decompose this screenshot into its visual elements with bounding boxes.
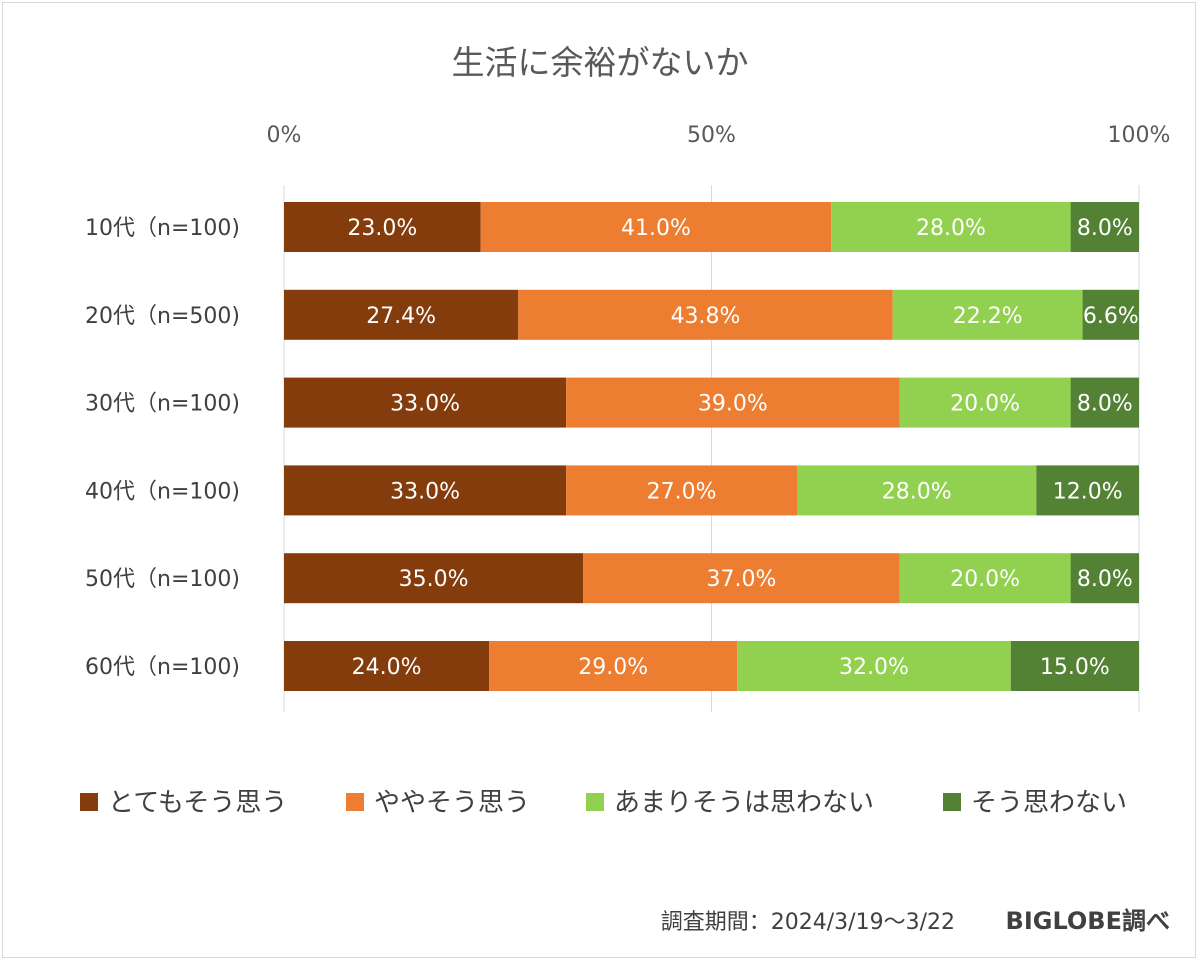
category-label: 60代（n=100) bbox=[85, 655, 240, 680]
data-label: 28.0% bbox=[916, 216, 986, 241]
legend-label: ややそう思う bbox=[374, 788, 530, 818]
bar-segment bbox=[1082, 289, 1139, 340]
data-label: 28.0% bbox=[882, 479, 952, 504]
bar-segment bbox=[1070, 377, 1139, 428]
source-credit: BIGLOBE調べ bbox=[1006, 907, 1170, 935]
data-label: 8.0% bbox=[1077, 392, 1133, 417]
bar-segment bbox=[284, 553, 584, 604]
legend-swatch bbox=[80, 793, 98, 811]
bar-segment bbox=[831, 202, 1071, 252]
category-label: 40代（n=100) bbox=[85, 479, 240, 504]
data-label: 27.0% bbox=[647, 479, 717, 504]
survey-period: 調査期間：2024/3/19～3/22 bbox=[661, 910, 955, 935]
bar-segment bbox=[899, 377, 1071, 428]
bar-segment bbox=[284, 289, 519, 340]
bar-segment bbox=[284, 641, 490, 691]
legend-swatch bbox=[586, 793, 604, 811]
data-label: 41.0% bbox=[621, 216, 691, 241]
bar-segment bbox=[566, 377, 900, 428]
data-label: 8.0% bbox=[1077, 567, 1133, 592]
legend: とてもそう思う ややそう思う あまりそうは思わない そう思わない bbox=[80, 788, 1127, 818]
data-label: 12.0% bbox=[1053, 479, 1123, 504]
x-tick-label: 50% bbox=[687, 123, 736, 148]
bar-segments bbox=[284, 202, 1139, 691]
data-label: 35.0% bbox=[399, 567, 469, 592]
data-label: 8.0% bbox=[1077, 216, 1133, 241]
bar-segment bbox=[284, 202, 481, 252]
data-label: 15.0% bbox=[1040, 655, 1110, 680]
category-labels: 10代（n=100) 20代（n=500) 30代（n=100) 40代（n=100)… bbox=[85, 216, 240, 680]
data-label: 29.0% bbox=[578, 655, 648, 680]
bar-segment bbox=[892, 289, 1083, 340]
data-label: 37.0% bbox=[706, 567, 776, 592]
category-label: 50代（n=100) bbox=[85, 567, 240, 592]
legend-label: そう思わない bbox=[971, 788, 1127, 818]
bar-segment bbox=[1070, 202, 1139, 252]
legend-label: とてもそう思う bbox=[108, 788, 287, 818]
data-label: 39.0% bbox=[698, 392, 768, 417]
data-label: 27.4% bbox=[366, 304, 436, 329]
bar-segment bbox=[797, 465, 1037, 516]
bar-segment bbox=[1036, 465, 1139, 516]
bar-segment bbox=[1010, 641, 1139, 691]
x-tick-label: 100% bbox=[1108, 123, 1171, 148]
bar-segment bbox=[284, 465, 567, 516]
data-label: 20.0% bbox=[950, 392, 1020, 417]
legend-label: あまりそうは思わない bbox=[614, 788, 874, 818]
category-label: 10代（n=100) bbox=[85, 216, 240, 241]
bar-segment bbox=[518, 289, 893, 340]
data-label: 43.8% bbox=[671, 304, 741, 329]
x-axis-ticks: 0% 50% 100% bbox=[267, 123, 1171, 148]
data-label: 20.0% bbox=[950, 567, 1020, 592]
bar-segment bbox=[489, 641, 738, 691]
data-label: 22.2% bbox=[953, 304, 1023, 329]
bar-segment bbox=[480, 202, 832, 252]
bar-segment bbox=[899, 553, 1071, 604]
data-label: 24.0% bbox=[352, 655, 422, 680]
chart-title: 生活に余裕がないか bbox=[452, 43, 749, 82]
gridlines bbox=[283, 185, 1140, 712]
data-labels: 23.0% 41.0% 28.0% 8.0% 27.4% 43.8% 22.2% 6.6% 33… bbox=[347, 216, 1138, 680]
data-label: 32.0% bbox=[839, 655, 909, 680]
bar-segment bbox=[1070, 553, 1139, 604]
legend-swatch bbox=[346, 793, 364, 811]
bar-segment bbox=[566, 465, 797, 516]
bar-segment bbox=[284, 377, 567, 428]
x-tick-label: 0% bbox=[267, 123, 302, 148]
bar-segment bbox=[583, 553, 900, 604]
bar-segment bbox=[737, 641, 1011, 691]
data-label: 33.0% bbox=[390, 392, 460, 417]
data-label: 23.0% bbox=[347, 216, 417, 241]
data-label: 33.0% bbox=[390, 479, 460, 504]
legend-swatch bbox=[943, 793, 961, 811]
category-label: 30代（n=100) bbox=[85, 392, 240, 417]
data-label: 6.6% bbox=[1083, 304, 1139, 329]
category-label: 20代（n=500) bbox=[85, 304, 240, 329]
